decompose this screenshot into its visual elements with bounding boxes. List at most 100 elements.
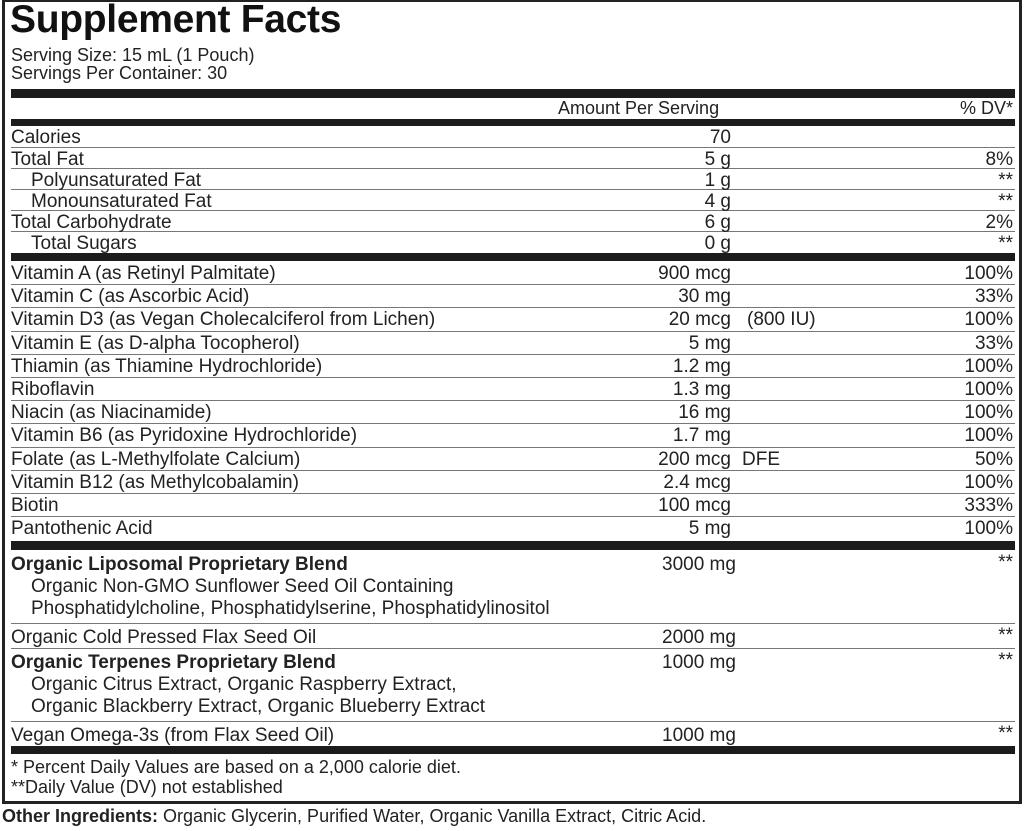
divider-thick (11, 746, 1015, 754)
vitamin-dv: 33% (974, 332, 1013, 354)
blend-ingredient-line: Organic Citrus Extract, Organic Raspberr… (31, 674, 457, 695)
nutrient-amount: 0 g (704, 233, 731, 254)
blend-amount: 2000 mg (662, 627, 736, 648)
divider-thick (11, 89, 1015, 98)
nutrient-name: Polyunsaturated Fat (31, 170, 202, 191)
vitamin-amount-extra: DFE (742, 448, 780, 470)
servings-per-container: Servings Per Container: 30 (11, 63, 228, 83)
vitamin-amount: 30 mg (678, 286, 731, 308)
other-ingredients-label: Other Ingredients: (2, 806, 159, 826)
nutrient-name: Total Fat (11, 149, 84, 170)
blend-amount: 3000 mg (662, 554, 736, 575)
vitamin-name: Vitamin E (as D-alpha Tocopherol) (11, 332, 300, 354)
vitamin-amount: 200 mcg (658, 448, 731, 470)
vitamin-dv: 100% (964, 379, 1013, 400)
nutrient-name: Monounsaturated Fat (31, 191, 212, 212)
nutrient-amount: 1 g (704, 170, 731, 191)
vitamin-name: Folate (as L-Methylfolate Calcium) (11, 448, 301, 470)
nutrient-amount: 6 g (704, 212, 731, 233)
vitamin-name: Riboflavin (11, 379, 95, 400)
vitamin-dv: 333% (964, 495, 1013, 516)
footnote-dv: * Percent Daily Values are based on a 2,… (11, 757, 461, 777)
vitamin-row: Biotin 100 mcg 333% (11, 494, 1015, 518)
vitamin-row: Vitamin E (as D-alpha Tocopherol) 5 mg 33% (11, 332, 1015, 355)
nutrient-row: Total Fat 5 g 8% (11, 148, 1015, 170)
blend-row: Organic Terpenes Proprietary Blend 1000 m… (11, 649, 1015, 722)
nutrient-dv: 8% (985, 149, 1013, 170)
blend-name: Organic Cold Pressed Flax Seed Oil (11, 627, 317, 648)
panel-title: Supplement Facts (10, 0, 342, 41)
nutrient-name: Total Sugars (31, 233, 137, 254)
vitamin-dv: 33% (974, 286, 1013, 308)
blend-amount: 1000 mg (662, 652, 736, 673)
vitamin-name: Niacin (as Niacinamide) (11, 402, 212, 424)
serving-size: Serving Size: 15 mL (1 Pouch) (11, 45, 255, 65)
dv-header: % DV* (959, 98, 1013, 118)
vitamin-row: Vitamin B6 (as Pyridoxine Hydrochloride)… (11, 424, 1015, 448)
vitamin-name: Pantothenic Acid (11, 518, 153, 540)
vitamin-name: Vitamin A (as Retinyl Palmitate) (11, 263, 276, 284)
vitamin-amount: 5 mg (688, 332, 731, 354)
nutrient-name: Total Carbohydrate (11, 212, 172, 233)
blend-name: Vegan Omega-3s (from Flax Seed Oil) (11, 725, 335, 746)
vitamin-dv: 100% (964, 402, 1013, 424)
nutrient-dv: 2% (985, 212, 1013, 233)
vitamin-dv: 100% (964, 355, 1013, 377)
blend-amount: 1000 mg (662, 725, 736, 746)
vitamin-amount: 1.3 mg (672, 379, 731, 400)
blend-dv: ** (998, 723, 1013, 744)
vitamin-dv: 100% (964, 263, 1013, 284)
nutrient-dv: ** (998, 233, 1013, 254)
footnote-not-established: **Daily Value (DV) not established (11, 777, 283, 797)
vitamin-amount: 1.2 mg (672, 355, 731, 377)
nutrient-row: Polyunsaturated Fat 1 g ** (11, 169, 1015, 191)
vitamin-amount: 5 mg (688, 518, 731, 540)
blend-ingredient-line: Organic Non-GMO Sunflower Seed Oil Conta… (31, 576, 454, 597)
vitamin-amount: 100 mcg (658, 495, 731, 516)
other-ingredients-text: Organic Glycerin, Purified Water, Organi… (158, 806, 707, 826)
vitamin-row: Vitamin D3 (as Vegan Cholecalciferol fro… (11, 308, 1015, 332)
blend-row: Organic Cold Pressed Flax Seed Oil 2000 m… (11, 624, 1015, 649)
vitamin-amount: 16 mg (678, 402, 731, 424)
nutrient-row: Monounsaturated Fat 4 g ** (11, 190, 1015, 212)
divider-thick (11, 541, 1015, 550)
blend-name: Organic Terpenes Proprietary Blend (11, 652, 336, 673)
nutrient-row: Calories 70 (11, 126, 1015, 148)
vitamin-dv: 100% (964, 425, 1013, 447)
nutrient-row: Total Sugars 0 g ** (11, 232, 1015, 254)
nutrient-amount: 5 g (704, 149, 731, 170)
divider-thick (11, 119, 1015, 126)
vitamin-dv: 100% (964, 309, 1013, 331)
blend-ingredient-line: Phosphatidylcholine, Phosphatidylserine,… (31, 598, 550, 619)
vitamin-row: Vitamin C (as Ascorbic Acid) 30 mg 33% (11, 285, 1015, 309)
vitamin-name: Vitamin D3 (as Vegan Cholecalciferol fro… (11, 309, 436, 331)
blend-dv: ** (998, 625, 1013, 646)
nutrient-amount: 4 g (704, 191, 731, 212)
nutrient-dv: ** (998, 170, 1013, 191)
vitamin-name: Vitamin C (as Ascorbic Acid) (11, 286, 250, 308)
nutrient-amount: 70 (709, 127, 731, 148)
vitamin-row: Vitamin A (as Retinyl Palmitate) 900 mcg 1… (11, 262, 1015, 286)
vitamin-row: Niacin (as Niacinamide) 16 mg 100% (11, 401, 1015, 425)
vitamin-dv: 100% (964, 471, 1013, 493)
nutrient-name: Calories (11, 127, 81, 148)
blend-dv: ** (998, 650, 1013, 671)
vitamin-row: Riboflavin 1.3 mg 100% (11, 378, 1015, 402)
vitamin-name: Thiamin (as Thiamine Hydrochloride) (11, 355, 323, 377)
vitamin-row: Pantothenic Acid 5 mg 100% (11, 517, 1015, 539)
blend-name: Organic Liposomal Proprietary Blend (11, 554, 348, 575)
nutrient-row: Total Carbohydrate 6 g 2% (11, 211, 1015, 233)
blend-row: Organic Liposomal Proprietary Blend 3000 … (11, 551, 1015, 624)
vitamin-name: Biotin (11, 495, 59, 516)
vitamin-amount: 20 mcg (668, 309, 731, 331)
vitamin-name: Vitamin B12 (as Methylcobalamin) (11, 471, 299, 493)
vitamin-name: Vitamin B6 (as Pyridoxine Hydrochloride) (11, 425, 358, 447)
vitamin-amount: 900 mcg (658, 263, 731, 284)
supplement-facts-panel: Supplement Facts Serving Size: 15 mL (1 … (2, 0, 1022, 804)
vitamin-amount-extra: (800 IU) (747, 309, 816, 331)
vitamin-row: Folate (as L-Methylfolate Calcium) 200 mc… (11, 448, 1015, 471)
vitamin-amount: 2.4 mcg (663, 471, 731, 493)
blend-dv: ** (998, 552, 1013, 573)
blend-ingredient-line: Organic Blackberry Extract, Organic Blue… (31, 696, 486, 717)
other-ingredients: Other Ingredients: Organic Glycerin, Pur… (2, 806, 706, 827)
